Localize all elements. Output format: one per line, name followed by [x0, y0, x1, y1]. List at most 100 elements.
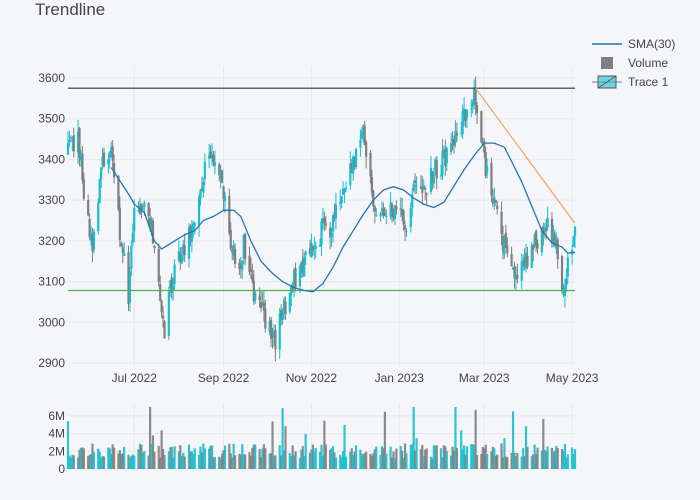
legend-item[interactable]: Volume — [601, 56, 668, 70]
candle-body — [565, 278, 568, 286]
volume-bar — [481, 446, 484, 469]
volume-bar — [514, 456, 518, 469]
candle-body — [524, 252, 528, 269]
candle-body — [421, 187, 424, 193]
volume-bar — [262, 444, 265, 469]
candle-body — [514, 275, 518, 280]
volume-bar — [530, 456, 533, 469]
overlays — [68, 87, 576, 293]
candle-body — [262, 302, 265, 311]
candle-body — [334, 204, 338, 219]
volume-bar — [140, 444, 143, 469]
candle-body — [553, 235, 556, 246]
price-y-tick-label: 3000 — [38, 315, 65, 329]
volume-bar — [293, 455, 296, 469]
x-tick-label: Nov 2022 — [286, 371, 338, 385]
volume-bar — [483, 448, 486, 469]
candle-body — [213, 162, 217, 167]
price-y-tick-label: 3500 — [38, 112, 65, 126]
volume-bar — [172, 457, 175, 469]
volume-bar — [425, 448, 428, 469]
volume-bar — [385, 453, 388, 469]
candle-body — [76, 131, 80, 153]
volume-bar — [380, 446, 384, 469]
volume-bar — [141, 452, 144, 469]
volume-bar — [157, 446, 160, 469]
candle-body — [344, 187, 348, 190]
candle-body — [187, 227, 191, 259]
legend-item[interactable]: SMA(30) — [592, 37, 675, 51]
candle-body — [503, 235, 506, 255]
volume-bar — [553, 450, 556, 469]
candle-body — [298, 265, 301, 287]
volume-bar — [91, 443, 94, 469]
volume-bar — [153, 451, 156, 469]
volume-bar — [573, 449, 577, 469]
candle-body — [238, 262, 241, 269]
volume-bar — [392, 451, 395, 469]
volume-bar — [442, 445, 446, 469]
volume-bar — [363, 453, 366, 469]
volume-bar — [72, 455, 75, 469]
volume-bar — [542, 418, 545, 469]
candle-body — [385, 215, 388, 217]
legend-label: Volume — [628, 56, 668, 70]
volume-bar — [333, 452, 336, 469]
volume-bar — [572, 453, 575, 469]
candle-body — [320, 221, 323, 246]
volume-bar — [415, 438, 418, 469]
volume-bar — [460, 430, 463, 469]
candle-body — [491, 199, 495, 204]
volume-bar — [163, 454, 166, 469]
price-y-tick-label: 3600 — [38, 71, 65, 85]
candle-body — [340, 196, 343, 203]
candle-body — [258, 296, 261, 301]
candle-body — [163, 321, 166, 339]
volume-bar — [189, 451, 192, 469]
candle-body — [415, 185, 418, 187]
volume-bar — [187, 444, 191, 469]
candle-body — [244, 233, 247, 260]
candle-body — [353, 159, 356, 167]
legend-item[interactable]: Trace 1 — [592, 75, 669, 89]
candle-body — [486, 166, 489, 173]
candle-body — [130, 245, 133, 269]
volume-bar — [523, 456, 526, 469]
candle-body — [318, 244, 322, 247]
candle-body — [81, 153, 84, 180]
volume-bar — [130, 455, 133, 469]
candle-body — [526, 255, 529, 267]
volume-bar — [383, 411, 386, 469]
candle-body — [314, 245, 317, 250]
volume-bar — [318, 451, 322, 469]
volume-bar — [268, 453, 271, 469]
volume-bar — [233, 455, 237, 469]
candle-body — [409, 208, 412, 228]
volume-bar — [373, 449, 376, 469]
candle-body — [402, 211, 405, 225]
volume-bar — [213, 457, 217, 469]
volume-bar — [271, 421, 274, 469]
volume-bar — [221, 453, 224, 469]
candle-body — [182, 244, 185, 254]
volume-bar — [92, 451, 96, 469]
volume-bar — [101, 456, 104, 469]
volume-bar — [434, 445, 437, 469]
candle-body — [393, 205, 397, 220]
volume-bar — [118, 450, 121, 469]
candle-body — [432, 173, 435, 184]
price-y-tick-label: 3200 — [38, 234, 65, 248]
legend[interactable]: SMA(30) Volume Trace 1 — [592, 37, 675, 89]
volume-bar — [89, 454, 93, 469]
candle-body — [454, 130, 457, 143]
candle-body — [383, 212, 386, 216]
volume-bar — [308, 452, 312, 469]
volume-bar — [180, 455, 183, 469]
candle-body — [209, 151, 212, 159]
volume-bar — [429, 456, 433, 469]
volume-bar — [331, 446, 335, 469]
volume-bar — [511, 411, 515, 469]
candle-body — [179, 253, 182, 262]
candle-body — [100, 167, 103, 180]
candle-body — [365, 141, 368, 157]
